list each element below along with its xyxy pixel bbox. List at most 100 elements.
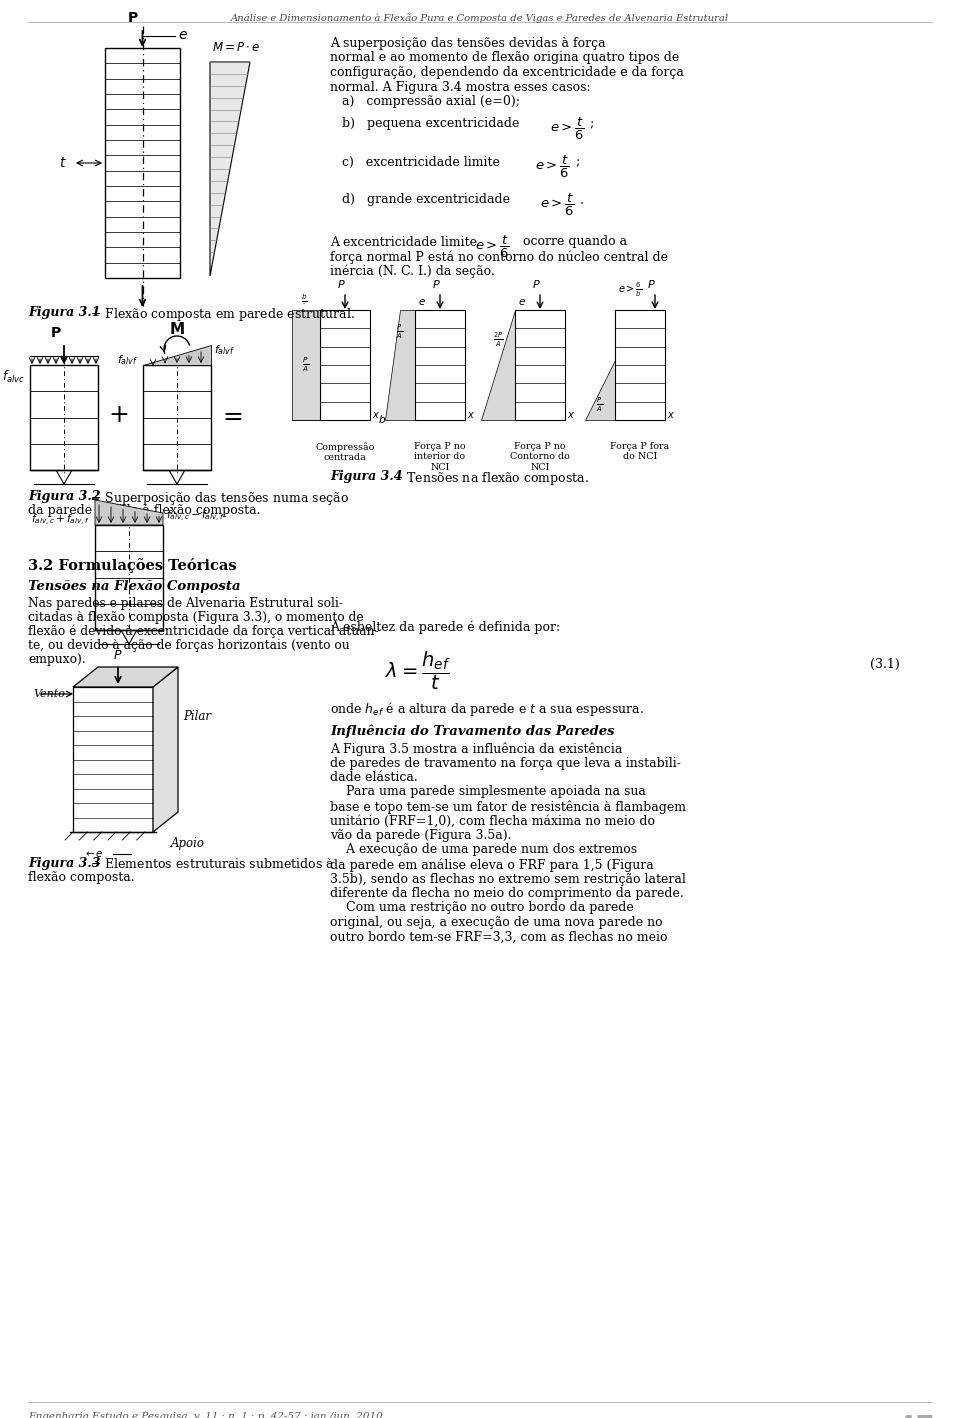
Text: flexão é devido à excentricidade da força vertical atuan-: flexão é devido à excentricidade da forç… — [28, 625, 379, 638]
Text: $f_{alvc}$: $f_{alvc}$ — [2, 369, 25, 386]
Text: $-$ Flexão composta em parede estrutural.: $-$ Flexão composta em parede estrutural… — [90, 306, 355, 323]
Text: da parede devido à flexão composta.: da parede devido à flexão composta. — [28, 503, 260, 518]
Bar — [30, 364, 98, 469]
Text: ;: ; — [575, 156, 579, 169]
Bar — [415, 311, 465, 420]
Text: Figura 3.2: Figura 3.2 — [28, 491, 101, 503]
Text: Apoio: Apoio — [171, 838, 205, 851]
Text: $\mathbf{P}$: $\mathbf{P}$ — [127, 11, 138, 26]
Text: a)   compressão axial (e=0);: a) compressão axial (e=0); — [330, 95, 520, 108]
Text: Força P no
interior do
NCI: Força P no interior do NCI — [414, 442, 466, 472]
Text: 3.5b), sendo as flechas no extremo sem restrição lateral: 3.5b), sendo as flechas no extremo sem r… — [330, 872, 685, 885]
Text: Com uma restrição no outro bordo da parede: Com uma restrição no outro bordo da pare… — [330, 902, 634, 915]
Text: $t$: $t$ — [60, 156, 67, 170]
Text: $e$: $e$ — [418, 296, 426, 308]
Text: citadas à flexão composta (Figura 3.3), o momento de: citadas à flexão composta (Figura 3.3), … — [28, 611, 364, 624]
Text: base e topo tem-se um fator de resistência à flambagem: base e topo tem-se um fator de resistênc… — [330, 800, 686, 814]
Text: $x$: $x$ — [667, 410, 675, 420]
Bar — [320, 311, 370, 420]
Text: original, ou seja, a execução de uma nova parede no: original, ou seja, a execução de uma nov… — [330, 916, 662, 929]
Text: A execução de uma parede num dos extremos: A execução de uma parede num dos extremo… — [330, 844, 637, 856]
Text: da parede em análise eleva o FRF para 1,5 (Figura: da parede em análise eleva o FRF para 1,… — [330, 858, 654, 872]
Text: Compressão
centrada: Compressão centrada — [315, 442, 374, 462]
Text: vão da parede (Figura 3.5a).: vão da parede (Figura 3.5a). — [330, 830, 512, 842]
Polygon shape — [73, 666, 178, 686]
Text: onde $h_{ef}$ é a altura da parede e $t$ a sua espessura.: onde $h_{ef}$ é a altura da parede e $t$… — [330, 700, 644, 718]
Text: $e > \dfrac{t}{6}$: $e > \dfrac{t}{6}$ — [475, 234, 510, 259]
Text: flexão composta.: flexão composta. — [28, 871, 134, 883]
Text: b)   pequena excentricidade: b) pequena excentricidade — [330, 118, 523, 130]
Text: Tensões na Flexão Composta: Tensões na Flexão Composta — [28, 580, 241, 593]
Text: configuração, dependendo da excentricidade e da força: configuração, dependendo da excentricida… — [330, 67, 684, 79]
Text: $e$: $e$ — [518, 296, 526, 308]
Text: $b$: $b$ — [378, 413, 386, 425]
Text: $\frac{P}{A}$: $\frac{P}{A}$ — [396, 323, 403, 342]
Bar — [73, 686, 153, 832]
Text: $-$ Elementos estruturais submetidos à: $-$ Elementos estruturais submetidos à — [90, 856, 335, 871]
Text: normal e ao momento de flexão origina quatro tipos de: normal e ao momento de flexão origina qu… — [330, 51, 680, 64]
Text: te, ou devido à ação de forças horizontais (vento ou: te, ou devido à ação de forças horizonta… — [28, 640, 349, 652]
Bar — [95, 525, 163, 630]
Text: $\frac{2P}{A}$: $\frac{2P}{A}$ — [492, 330, 503, 349]
Text: A excentricidade limite: A excentricidade limite — [330, 235, 485, 248]
Text: $+$: $+$ — [108, 404, 128, 427]
Text: 3.2 Formulações Teóricas: 3.2 Formulações Teóricas — [28, 559, 236, 573]
Text: Nas paredes e pilares de Alvenaria Estrutural soli-: Nas paredes e pilares de Alvenaria Estru… — [28, 597, 343, 610]
Text: $\lambda = \dfrac{h_{ef}}{t}$: $\lambda = \dfrac{h_{ef}}{t}$ — [385, 649, 450, 692]
Text: Engenharia Estudo e Pesquisa. v. 11 · n. 1 · p. 42-57 · jan./jun. 2010: Engenharia Estudo e Pesquisa. v. 11 · n.… — [28, 1412, 383, 1418]
Text: Figura 3.1: Figura 3.1 — [28, 306, 101, 319]
Bar — [615, 311, 665, 420]
Text: $\mathbf{M}$: $\mathbf{M}$ — [169, 320, 185, 337]
Text: A superposição das tensões devidas à força: A superposição das tensões devidas à for… — [330, 37, 606, 50]
Polygon shape — [153, 666, 178, 832]
Text: $\frac{P}{A}$: $\frac{P}{A}$ — [302, 356, 310, 374]
Text: $f_{alv,c} + f_{alv,f}$: $f_{alv,c} + f_{alv,f}$ — [32, 512, 90, 527]
Text: ocorre quando a: ocorre quando a — [515, 235, 627, 248]
Text: $e > \frac{6}{b}$: $e > \frac{6}{b}$ — [618, 281, 642, 299]
Text: A esbeltez da parede é definida por:: A esbeltez da parede é definida por: — [330, 620, 560, 634]
Text: $P$: $P$ — [432, 278, 441, 291]
Text: Força P no
Contorno do
NCI: Força P no Contorno do NCI — [510, 442, 570, 472]
Text: d)   grande excentricidade: d) grande excentricidade — [330, 193, 514, 207]
Polygon shape — [210, 62, 250, 277]
Polygon shape — [121, 630, 137, 644]
Polygon shape — [481, 311, 515, 420]
Text: Figura 3.4: Figura 3.4 — [330, 469, 402, 484]
Text: $M = P \cdot e$: $M = P \cdot e$ — [212, 41, 261, 54]
Text: $x$: $x$ — [567, 410, 575, 420]
Text: $\frac{b}{\cdot}$: $\frac{b}{\cdot}$ — [300, 292, 307, 305]
Text: inércia (N. C. I.) da seção.: inércia (N. C. I.) da seção. — [330, 265, 494, 278]
Polygon shape — [95, 501, 163, 525]
Text: $e$: $e$ — [179, 28, 188, 43]
Text: força normal P está no contorno do núcleo central de: força normal P está no contorno do núcle… — [330, 250, 668, 264]
Text: $e > \dfrac{t}{6}$: $e > \dfrac{t}{6}$ — [535, 153, 570, 180]
Text: $x$: $x$ — [372, 410, 380, 420]
Text: normal. A Figura 3.4 mostra esses casos:: normal. A Figura 3.4 mostra esses casos: — [330, 81, 590, 94]
Text: Figura 3.3: Figura 3.3 — [28, 856, 101, 871]
Text: .: . — [580, 193, 584, 207]
Text: $f_{alv,c} - f_{alv,f}$: $f_{alv,c} - f_{alv,f}$ — [166, 509, 225, 523]
Text: Pilar: Pilar — [183, 710, 211, 723]
Polygon shape — [143, 345, 211, 364]
Polygon shape — [56, 469, 72, 484]
Bar — [143, 364, 211, 469]
Text: de paredes de travamento na força que leva a instabili-: de paredes de travamento na força que le… — [330, 756, 681, 770]
Bar — [105, 48, 180, 278]
Text: diferente da flecha no meio do comprimento da parede.: diferente da flecha no meio do comprimen… — [330, 888, 684, 900]
Text: A Figura 3.5 mostra a influência da existência: A Figura 3.5 mostra a influência da exis… — [330, 742, 622, 756]
Text: $e > \dfrac{t}{6}$: $e > \dfrac{t}{6}$ — [540, 191, 575, 217]
Text: $\leftarrow e$: $\leftarrow e$ — [83, 849, 104, 859]
Text: outro bordo tem-se FRF=3,3, com as flechas no meio: outro bordo tem-se FRF=3,3, com as flech… — [330, 930, 667, 943]
Text: Análise e Dimensionamento à Flexão Pura e Composta de Vigas e Paredes de Alvenar: Análise e Dimensionamento à Flexão Pura … — [231, 13, 729, 23]
Text: empuxo).: empuxo). — [28, 654, 85, 666]
Text: Vento: Vento — [33, 689, 65, 699]
Text: $P$: $P$ — [532, 278, 540, 291]
Text: ;: ; — [590, 118, 594, 130]
Polygon shape — [169, 469, 185, 484]
Text: $-$ Tensões na flexão composta.: $-$ Tensões na flexão composta. — [392, 469, 589, 486]
Bar — [515, 311, 565, 420]
Text: Para uma parede simplesmente apoiada na sua: Para uma parede simplesmente apoiada na … — [330, 786, 646, 798]
Text: (3.1): (3.1) — [871, 658, 900, 671]
Text: $-$ Superposição das tensões numa seção: $-$ Superposição das tensões numa seção — [90, 491, 348, 508]
Text: Força P fora
do NCI: Força P fora do NCI — [611, 442, 669, 461]
